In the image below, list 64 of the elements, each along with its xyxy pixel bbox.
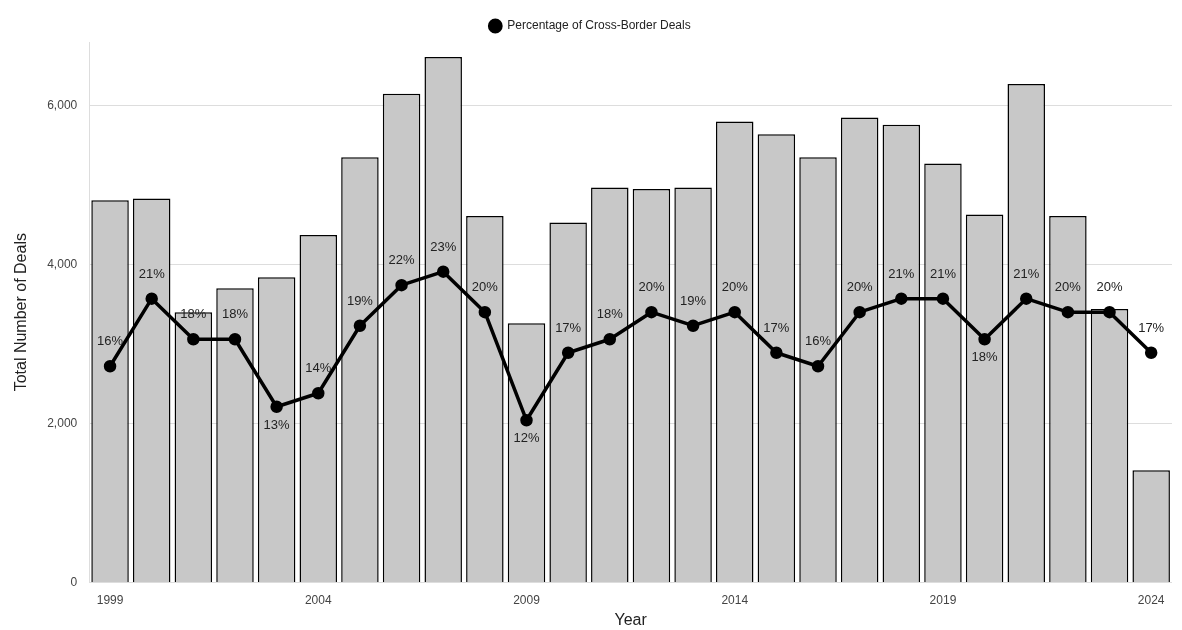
point [395,278,408,292]
x-tick-label: 2009 [513,592,541,607]
data-label: 20% [721,279,749,295]
point [1061,305,1075,319]
data-label: 21% [138,265,166,281]
data-label: 20% [638,279,665,295]
point [228,332,242,346]
data-label: 17% [555,319,582,335]
data-label: 14% [305,360,332,376]
legend-label: Percentage of Cross-Border Deals [507,18,691,33]
point [145,292,158,305]
point [1103,305,1116,319]
point [1144,346,1158,359]
point [811,359,825,373]
point [478,305,492,319]
data-label: 20% [1096,279,1123,295]
x-tick-label: 2019 [929,592,957,607]
y-axis-title: Total Number of Deals [12,233,30,392]
data-label: 12% [513,430,540,446]
data-label: 19% [680,292,707,308]
data-label: 16% [97,333,124,349]
data-label: 23% [430,238,457,254]
point [728,305,741,319]
point [436,265,450,278]
data-label: 13% [263,416,291,432]
point [645,305,658,319]
data-label: 18% [971,349,999,365]
point [1019,292,1033,305]
point [603,332,617,346]
point [520,414,533,427]
data-label: 19% [346,292,374,308]
data-label: 20% [471,279,499,295]
point [561,346,575,359]
data-label: 18% [221,306,249,322]
data-label: 17% [1138,319,1165,335]
x-tick-label: 2014 [721,592,749,607]
data-label: 16% [805,333,832,349]
data-label: 22% [388,252,416,268]
data-label: 20% [1054,279,1082,295]
data-label: 20% [846,279,874,295]
point [103,359,117,373]
point [853,305,866,319]
x-tick-label: 2024 [1137,592,1165,607]
point [770,346,783,359]
point [353,319,367,332]
y-tick-label: 4,000 [47,256,78,271]
data-label: 18% [596,306,624,322]
x-tick-label: 2004 [304,592,332,607]
data-label: 21% [1013,265,1040,281]
y-tick-label: 2,000 [47,415,78,430]
point [895,292,908,305]
y-tick-label: 0 [70,574,78,589]
data-label: 21% [888,265,915,281]
y-tick-label: 6,000 [47,97,78,112]
point [686,319,700,332]
x-tick-label: 1999 [96,592,124,607]
x-axis-title: Year [614,610,648,628]
point [187,332,200,346]
point [270,400,283,414]
point [936,292,950,305]
data-label: 17% [763,319,790,335]
point [978,332,991,346]
data-label: 21% [929,265,957,281]
point [312,387,325,400]
